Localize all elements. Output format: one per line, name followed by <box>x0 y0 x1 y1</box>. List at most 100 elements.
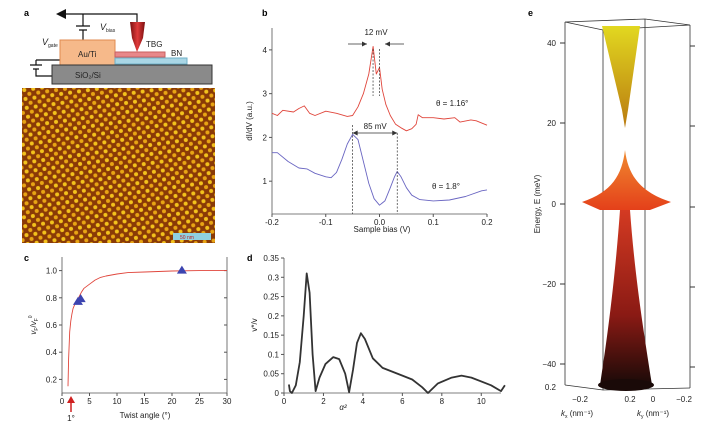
plot-mark: 0 <box>28 315 34 318</box>
x-tick-label: 0.2 <box>481 218 493 227</box>
y-tick-label: 0.2 <box>268 312 280 321</box>
plot-mark: / <box>29 325 38 328</box>
scale-bar <box>173 233 211 240</box>
kx-tick-label: −0.2 <box>572 395 588 404</box>
y-tick-label: 0.15 <box>263 331 279 340</box>
kx-tick-label: 0.2 <box>545 383 557 392</box>
ky-tick-label: 0.2 <box>624 395 636 404</box>
y-tick-label: 0.4 <box>46 348 58 357</box>
plot-mark <box>67 396 75 403</box>
band-structure-3d <box>564 18 691 391</box>
series-line <box>288 272 506 394</box>
kx-axis-label: kx (nm⁻¹) <box>561 409 593 420</box>
plot-mark <box>392 130 398 136</box>
y-tick-label: 1.0 <box>46 267 58 276</box>
ground-arrow-icon <box>56 9 66 19</box>
y-tick-label: 0 <box>275 389 280 398</box>
plot-mark: x <box>565 414 568 420</box>
axis-lines <box>283 258 501 394</box>
series-line-1-8deg <box>272 133 488 206</box>
data-point-triangle <box>176 265 187 274</box>
x-tick-label: 0 <box>282 397 287 406</box>
y-tick-label: 0.3 <box>268 273 280 282</box>
plot-mark: k <box>637 409 642 418</box>
ky-tick-label: 0 <box>651 395 656 404</box>
panel-label-d: d <box>247 253 253 263</box>
y-tick-label: 0.8 <box>46 294 58 303</box>
plot-mark: F <box>34 328 40 331</box>
bn-layer <box>114 57 188 65</box>
plot-mark: y <box>641 414 644 420</box>
upper-band <box>602 26 640 128</box>
x-tick-label: 10 <box>477 397 486 406</box>
tbg-label: TBG <box>146 40 162 49</box>
svg-text:Vgate: Vgate <box>42 37 58 49</box>
y-tick-label: 0.05 <box>263 370 279 379</box>
y-tick-label: 0.2 <box>46 375 58 384</box>
y-axis-label: vF/vF0 <box>28 315 40 334</box>
arrow-label: 1° <box>67 414 75 423</box>
device-schematic: Vgate Vbias Au/Ti TBG BN SiO₂/Si <box>30 9 213 85</box>
axis-lines <box>61 257 228 394</box>
x-tick-label: 0 <box>60 397 65 406</box>
bias-battery-icon <box>76 14 90 40</box>
x-tick-label: -0.1 <box>319 218 333 227</box>
x-tick-label: 30 <box>223 397 232 406</box>
v-gate-label: V <box>42 37 49 47</box>
panel-label-c: c <box>24 253 29 263</box>
z-tick-label: 20 <box>547 119 556 128</box>
plot-mark: v <box>29 320 38 325</box>
x-tick-label: 10 <box>113 397 122 406</box>
x-tick-label: 15 <box>140 397 149 406</box>
y-tick-label: 0.35 <box>263 254 279 263</box>
panel-d-axes: 0 2 4 6 8 10 0 0.05 0.1 0.15 0.2 0.25 0.3 0.35 <box>263 254 501 406</box>
z-tick-label: −20 <box>542 280 556 289</box>
y-axis-label: dI/dV (a.u.) <box>245 101 254 141</box>
plot-mark: (nm⁻¹) <box>643 409 669 418</box>
tbg-layer <box>114 51 166 58</box>
x-axis-label: Twist angle (°) <box>120 411 171 420</box>
y-tick-label: 0.1 <box>268 350 280 359</box>
y-tick-label: 4 <box>263 46 268 55</box>
x-tick-label: 20 <box>168 397 177 406</box>
bn-label: BN <box>171 49 182 58</box>
x-tick-label: 8 <box>440 397 445 406</box>
y-tick-label: 0.25 <box>263 293 279 302</box>
y-tick-label: 1 <box>263 177 268 186</box>
plot-mark: v <box>29 330 38 335</box>
x-axis-label: α² <box>339 403 347 412</box>
stm-topograph <box>22 88 215 243</box>
stm-tip-icon <box>130 22 145 52</box>
ky-axis-label: ky (nm⁻¹) <box>637 409 669 420</box>
z-tick-label: 40 <box>547 39 556 48</box>
x-tick-label: 2 <box>321 397 326 406</box>
plot-mark: (nm⁻¹) <box>567 409 593 418</box>
panel-label-b: b <box>262 8 268 18</box>
x-tick-label: 0.0 <box>374 218 386 227</box>
x-tick-label: 25 <box>195 397 204 406</box>
ky-tick-label: −0.2 <box>676 395 692 404</box>
panel-b-axes: -0.2 -0.1 0.0 0.1 0.2 1 2 3 4 <box>263 28 493 227</box>
v-bias-label: V <box>100 22 107 32</box>
annotation-85mv: 85 mV <box>364 122 388 131</box>
panel-c-axes: 0 5 10 15 20 25 30 0.2 0.4 0.6 0.8 1.0 <box>46 257 232 406</box>
panel-label-e: e <box>528 8 533 18</box>
annotation-12mv: 12 mV <box>364 28 388 37</box>
x-tick-label: 6 <box>400 397 405 406</box>
lower-band <box>600 210 652 385</box>
x-tick-label: 4 <box>361 397 366 406</box>
legend-label-1-8deg: θ = 1.8° <box>432 182 460 191</box>
x-tick-label: 5 <box>87 397 92 406</box>
z-tick-label: −40 <box>542 360 556 369</box>
z-axis-label: Energy, E (meV) <box>533 174 542 233</box>
scale-bar-label: 50 nm <box>180 235 194 241</box>
plot-mark <box>362 41 367 47</box>
y-axis-label: v*/v <box>250 318 259 331</box>
substrate-label: SiO₂/Si <box>75 71 101 80</box>
panel-label-a: a <box>24 8 30 18</box>
plot-mark <box>385 41 390 47</box>
electrode-label: Au/Ti <box>78 50 97 59</box>
substrate <box>51 64 213 85</box>
x-tick-label: 0.1 <box>428 218 440 227</box>
